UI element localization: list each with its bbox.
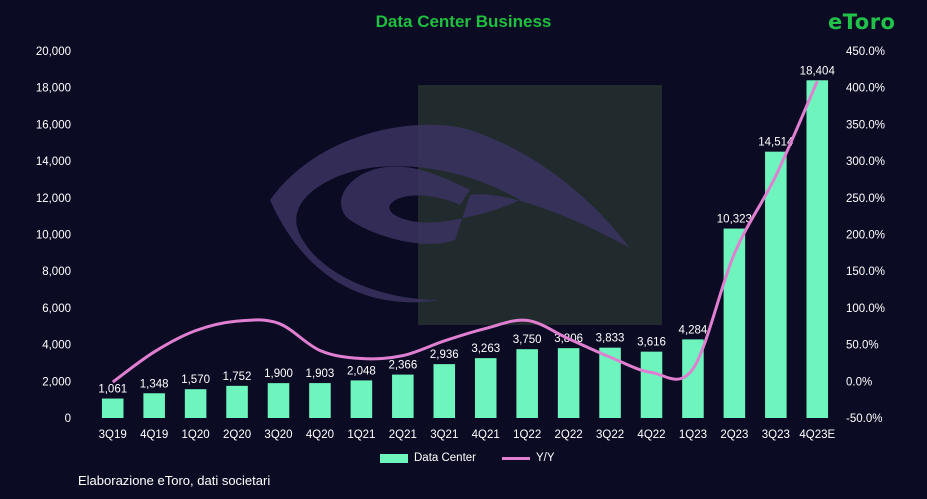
bars-group	[101, 80, 829, 419]
bar-3Q21	[433, 364, 456, 418]
bar-label-2Q21: 2,366	[388, 360, 417, 372]
bar-2Q22	[557, 348, 580, 418]
x-tick-label: 2Q20	[223, 429, 251, 441]
y-axis-right: -50.0% 0.0% 50.0% 100.0% 150.0% 200.0% 250.0% 3…	[846, 46, 885, 425]
x-tick-label: 1Q23	[679, 429, 707, 441]
x-tick-label: 4Q21	[472, 429, 500, 441]
bar-label-3Q23: 14,514	[758, 137, 794, 149]
bar-2Q23	[723, 228, 746, 418]
x-tick-label: 2Q21	[389, 429, 417, 441]
y2-tick-label: 150.0%	[846, 266, 885, 278]
x-tick-label: 4Q20	[306, 429, 334, 441]
bar-label-3Q22: 3,833	[596, 333, 625, 345]
bar-4Q19	[143, 393, 165, 418]
bar-label-1Q20: 1,570	[181, 374, 210, 386]
y2-tick-label: 100.0%	[846, 303, 885, 315]
legend-bar-label: Data Center	[414, 452, 477, 464]
x-tick-label: 3Q21	[430, 429, 458, 441]
bar-4Q23E	[806, 80, 829, 419]
bar-1Q21	[350, 380, 373, 418]
legend-bar-swatch	[380, 453, 408, 463]
y-tick-label: 4,000	[42, 340, 71, 352]
watermark-eye	[270, 124, 630, 303]
bar-labels-group: 1,061 1,348 1,570 1,752 1,900 1,903 2,048 2,366…	[98, 65, 835, 395]
x-tick-label: 3Q20	[264, 429, 292, 441]
bar-label-4Q23E: 18,404	[800, 65, 836, 77]
nvidia-watermark-icon	[270, 85, 662, 325]
x-tick-label: 1Q22	[513, 429, 541, 441]
x-tick-label: 4Q19	[140, 429, 168, 441]
y-tick-label: 18,000	[36, 83, 71, 95]
y-tick-label: 16,000	[36, 119, 71, 131]
bar-3Q19	[101, 398, 124, 418]
source-note: Elaborazione eToro, dati societari	[78, 473, 271, 488]
bar-label-1Q22: 3,750	[513, 334, 542, 346]
x-tick-label: 3Q22	[596, 429, 624, 441]
bar-4Q20	[309, 383, 331, 418]
bar-4Q21	[474, 358, 497, 418]
legend-line-label: Y/Y	[536, 452, 555, 464]
bar-1Q20	[184, 389, 207, 418]
y2-tick-label: 450.0%	[846, 46, 885, 58]
bar-label-1Q23: 4,284	[679, 324, 708, 336]
chart-title: Data Center Business	[375, 12, 552, 31]
bar-label-4Q20: 1,903	[306, 368, 335, 380]
y-axis-left: 0 2,000 4,000 6,000 8,000 10,000 12,000 14,000 1…	[36, 46, 71, 425]
legend-item-data-center: Data Center	[380, 452, 476, 464]
bar-label-3Q19: 1,061	[98, 384, 127, 396]
x-tick-label: 3Q23	[762, 429, 790, 441]
x-tick-label: 2Q22	[555, 429, 583, 441]
x-axis: 3Q19 4Q19 1Q20 2Q20 3Q20 4Q20 1Q21 2Q21 3Q21 4Q21…	[99, 429, 836, 441]
y-tick-label: 12,000	[36, 193, 71, 205]
y-tick-label: 2,000	[42, 376, 71, 388]
bar-3Q22	[599, 347, 621, 418]
bar-label-3Q20: 1,900	[264, 368, 293, 380]
bar-label-4Q21: 3,263	[471, 343, 500, 355]
bar-label-2Q20: 1,752	[223, 371, 252, 383]
y-tick-label: 14,000	[36, 156, 71, 168]
y2-tick-label: 350.0%	[846, 119, 885, 131]
y2-tick-label: 0.0%	[846, 376, 872, 388]
bar-label-2Q23: 10,323	[717, 214, 752, 226]
y-tick-label: 20,000	[36, 46, 71, 58]
y2-tick-label: 300.0%	[846, 156, 885, 168]
x-tick-label: 1Q20	[182, 429, 210, 441]
yoy-line	[111, 80, 819, 384]
y-tick-label: 8,000	[42, 266, 71, 278]
y2-tick-label: 250.0%	[846, 193, 885, 205]
bar-label-3Q21: 2,936	[430, 349, 459, 361]
etoro-logo: eToro	[828, 10, 896, 34]
legend-item-yoy: Y/Y	[502, 452, 555, 464]
y2-tick-label: 400.0%	[846, 83, 885, 95]
bar-label-1Q21: 2,048	[347, 365, 376, 377]
x-tick-label: 2Q23	[720, 429, 748, 441]
bar-1Q22	[516, 349, 538, 418]
bar-3Q20	[267, 383, 290, 418]
bar-label-4Q22: 3,616	[637, 337, 666, 349]
bar-2Q20	[226, 385, 248, 418]
x-tick-label: 3Q19	[99, 429, 127, 441]
y-tick-label: 6,000	[42, 303, 71, 315]
y-tick-label: 10,000	[36, 230, 71, 242]
bar-label-4Q19: 1,348	[140, 378, 169, 390]
y-tick-label: 0	[65, 413, 71, 425]
legend-line-swatch	[502, 456, 531, 460]
x-tick-label: 4Q23E	[799, 429, 835, 441]
y2-tick-label: -50.0%	[846, 413, 882, 425]
y2-tick-label: 50.0%	[846, 340, 879, 352]
y2-tick-label: 200.0%	[846, 230, 885, 242]
x-tick-label: 4Q22	[637, 429, 665, 441]
bar-2Q21	[392, 374, 414, 418]
legend: Data Center Y/Y	[380, 452, 555, 464]
x-tick-label: 1Q21	[347, 429, 375, 441]
bar-4Q22	[640, 351, 663, 418]
bar-3Q23	[765, 151, 787, 419]
yoy-line-group	[111, 80, 819, 384]
